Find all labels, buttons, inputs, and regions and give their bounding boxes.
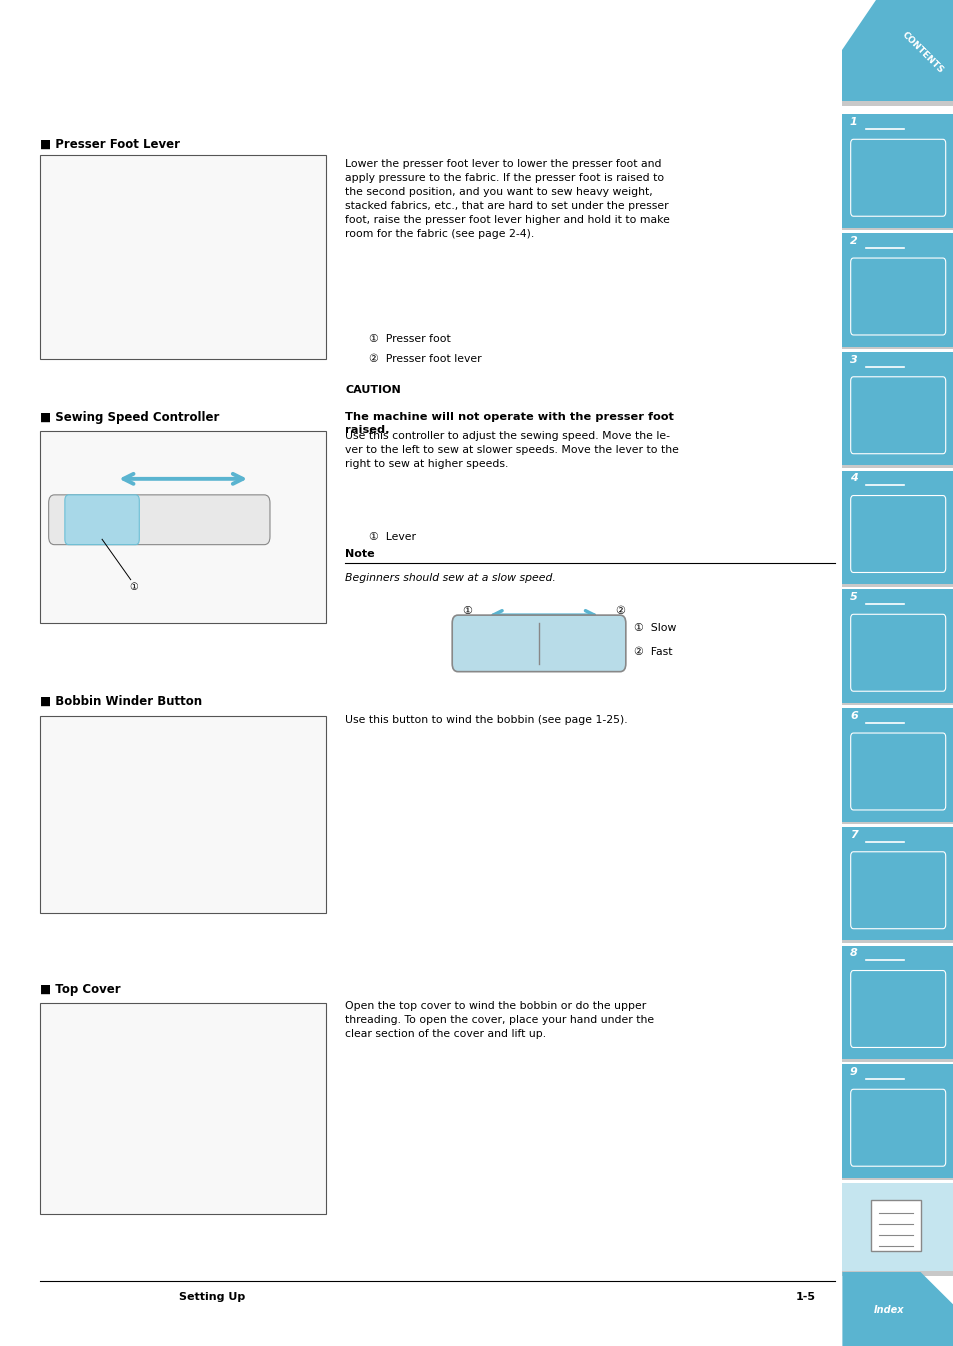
Text: ②  Fast: ② Fast [634, 647, 672, 657]
Bar [40, 716, 326, 913]
Polygon shape [841, 1272, 953, 1346]
FancyBboxPatch shape [850, 139, 944, 217]
Text: 1: 1 [849, 117, 857, 127]
Text: ①: ① [129, 583, 137, 592]
Text: CONTENTS: CONTENTS [900, 30, 944, 75]
Text: ■ Top Cover: ■ Top Cover [40, 983, 121, 996]
Bar [40, 431, 326, 623]
Text: 4: 4 [849, 474, 857, 483]
Text: 7: 7 [849, 829, 857, 840]
Text: 6: 6 [849, 711, 857, 721]
Text: Open the top cover to wind the bobbin or do the upper
threading. To open the cov: Open the top cover to wind the bobbin or… [345, 1001, 654, 1039]
Bar [841, 346, 953, 349]
Bar [841, 821, 953, 824]
Bar [40, 1003, 326, 1214]
Text: ①  Lever: ① Lever [369, 532, 416, 541]
Text: ②: ② [615, 606, 624, 616]
Bar [841, 1065, 953, 1178]
Text: ①  Slow: ① Slow [634, 623, 676, 633]
Text: Use this controller to adjust the sewing speed. Move the le-
ver to the left to : Use this controller to adjust the sewing… [345, 431, 679, 468]
Bar [40, 155, 326, 359]
Text: 8: 8 [849, 949, 857, 958]
FancyBboxPatch shape [850, 377, 944, 454]
Bar [841, 941, 953, 944]
Bar [841, 1178, 953, 1180]
Text: ①: ① [462, 606, 472, 616]
Text: Beginners should sew at a slow speed.: Beginners should sew at a slow speed. [345, 573, 556, 583]
Bar [841, 703, 953, 705]
Bar [841, 351, 953, 466]
Text: Setting Up: Setting Up [178, 1292, 245, 1302]
Bar [841, 466, 953, 468]
FancyBboxPatch shape [850, 258, 944, 335]
Bar [841, 1059, 953, 1062]
Text: ■ Presser Foot Lever: ■ Presser Foot Lever [40, 137, 180, 151]
Text: ①  Presser foot: ① Presser foot [369, 334, 451, 343]
Text: Lower the presser foot lever to lower the presser foot and
apply pressure to the: Lower the presser foot lever to lower th… [345, 159, 670, 238]
FancyBboxPatch shape [850, 495, 944, 572]
Bar [841, 590, 953, 703]
Text: Note: Note [345, 549, 375, 559]
FancyBboxPatch shape [49, 495, 270, 545]
FancyBboxPatch shape [65, 495, 139, 545]
Text: 9: 9 [849, 1067, 857, 1077]
Text: CAUTION: CAUTION [345, 385, 400, 394]
Polygon shape [841, 0, 953, 101]
Text: 5: 5 [849, 592, 857, 602]
Text: The machine will not operate with the presser foot
raised.: The machine will not operate with the pr… [345, 412, 674, 435]
FancyBboxPatch shape [871, 1201, 920, 1252]
Bar [841, 233, 953, 346]
Bar [841, 101, 953, 106]
Bar [841, 584, 953, 587]
Text: Index: Index [873, 1306, 903, 1315]
Bar [841, 114, 953, 227]
Bar [841, 471, 953, 584]
FancyBboxPatch shape [850, 970, 944, 1047]
Bar [841, 227, 953, 230]
Bar [841, 1183, 953, 1271]
Text: ②  Presser foot lever: ② Presser foot lever [369, 354, 481, 363]
Text: ■ Sewing Speed Controller: ■ Sewing Speed Controller [40, 411, 219, 424]
Text: ■ Bobbin Winder Button: ■ Bobbin Winder Button [40, 695, 202, 708]
FancyBboxPatch shape [452, 615, 625, 672]
Bar [841, 708, 953, 821]
Text: 3: 3 [849, 354, 857, 365]
Bar [841, 1271, 953, 1276]
FancyBboxPatch shape [850, 852, 944, 929]
Bar [841, 946, 953, 1059]
Text: 1-5: 1-5 [795, 1292, 815, 1302]
Text: 2: 2 [849, 236, 857, 246]
FancyBboxPatch shape [850, 614, 944, 692]
Bar [841, 826, 953, 941]
Text: Use this button to wind the bobbin (see page 1-25).: Use this button to wind the bobbin (see … [345, 715, 627, 724]
FancyBboxPatch shape [850, 734, 944, 810]
FancyBboxPatch shape [850, 1089, 944, 1166]
